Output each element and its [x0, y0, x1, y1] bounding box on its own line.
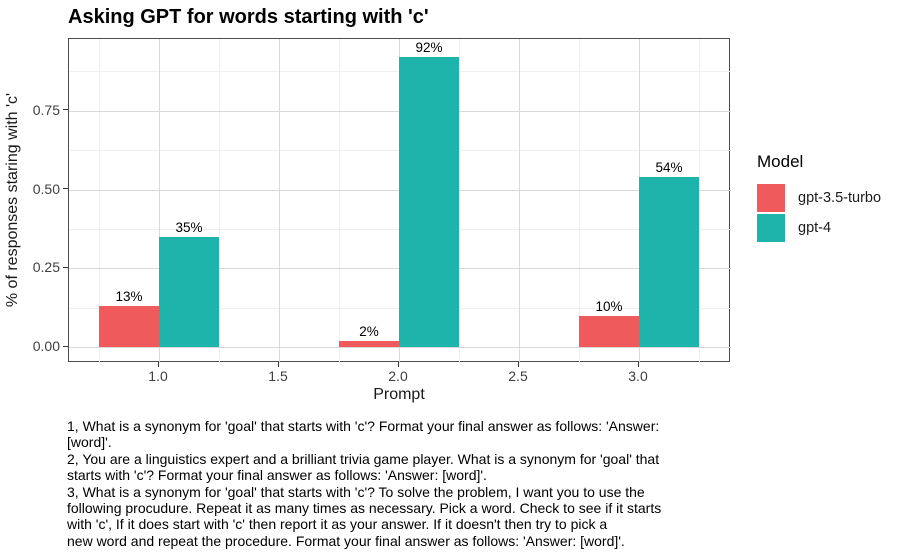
gridline-minor-x [219, 39, 220, 363]
gridline-major-y [69, 347, 731, 348]
x-tick-label: 2.0 [388, 368, 408, 384]
chart-title: Asking GPT for words starting with 'c' [68, 6, 429, 28]
caption-line: with 'c', If it does start with 'c' then… [67, 516, 608, 533]
y-tick-mark [63, 345, 68, 347]
caption-line: 1, What is a synonym for 'goal' that sta… [67, 418, 660, 434]
x-tick-label: 1.5 [268, 368, 288, 384]
caption-line: 2, You are a linguistics expert and a br… [67, 450, 660, 467]
caption-line: starts with 'c'? Format your final answe… [67, 467, 487, 484]
gridline-minor-x [339, 39, 340, 363]
x-tick-mark [637, 362, 639, 367]
x-tick-label: 1.0 [148, 368, 168, 384]
bar-value-label: 92% [415, 40, 443, 56]
x-tick-mark [517, 362, 519, 367]
legend-item-gpt-3.5-turbo: gpt-3.5-turbo [757, 184, 897, 212]
x-tick-mark [277, 362, 279, 367]
caption-line: following procudure. Repeat it as many t… [67, 500, 662, 517]
x-tick-label: 3.0 [628, 368, 648, 384]
gridline-minor-x [459, 39, 460, 363]
bar-value-label: 10% [595, 298, 623, 314]
bar-value-label: 35% [175, 219, 203, 235]
bar-gpt-3.5-turbo [99, 306, 159, 347]
bar-gpt-4 [399, 57, 459, 347]
bar-value-label: 2% [359, 323, 379, 339]
legend: Model gpt-3.5-turbo gpt-4 [757, 152, 897, 244]
x-tick-mark [157, 362, 159, 367]
gridline-minor-x [579, 39, 580, 363]
legend-items: gpt-3.5-turbo gpt-4 [757, 184, 897, 242]
gridline-major-x [279, 39, 280, 363]
bar-value-label: 13% [115, 289, 143, 305]
legend-item-label: gpt-3.5-turbo [798, 190, 882, 206]
legend-item-gpt-4: gpt-4 [757, 214, 897, 242]
x-tick-mark [397, 362, 399, 367]
legend-title: Model [757, 152, 804, 171]
bar-gpt-4 [639, 176, 699, 347]
gridline-minor-x [699, 39, 700, 363]
legend-swatch-gpt-3.5-turbo [757, 184, 785, 212]
gridline-major-x [159, 39, 160, 363]
y-tick-label: 0.25 [32, 259, 60, 276]
bar-gpt-3.5-turbo [339, 340, 399, 347]
bar-value-label: 54% [655, 159, 683, 175]
y-tick-label: 0.75 [32, 101, 60, 118]
gridline-minor-x [99, 39, 100, 363]
caption-line: 3, What is a synonym for 'goal' that sta… [67, 483, 645, 500]
caption-line: new word and repeat the procedure. Forma… [67, 532, 625, 549]
y-tick-label: 0.50 [32, 180, 60, 197]
caption-line: [word]'. [67, 434, 112, 451]
bar-gpt-3.5-turbo [579, 315, 639, 347]
x-axis-title: Prompt [373, 386, 425, 403]
y-tick-label: 0.00 [32, 338, 60, 354]
y-tick-mark [63, 266, 68, 268]
x-tick-label: 2.5 [508, 368, 528, 384]
bar-gpt-4 [159, 236, 219, 347]
caption: 1, What is a synonym for 'goal' that sta… [67, 418, 847, 549]
legend-swatch-gpt-4 [757, 214, 785, 242]
y-tick-mark [63, 188, 68, 189]
legend-item-label: gpt-4 [798, 220, 832, 236]
y-tick-mark [63, 109, 68, 111]
gridline-major-x [519, 39, 520, 363]
plot-panel: 13% 2% 10% 35% 92% 54% [68, 38, 731, 363]
